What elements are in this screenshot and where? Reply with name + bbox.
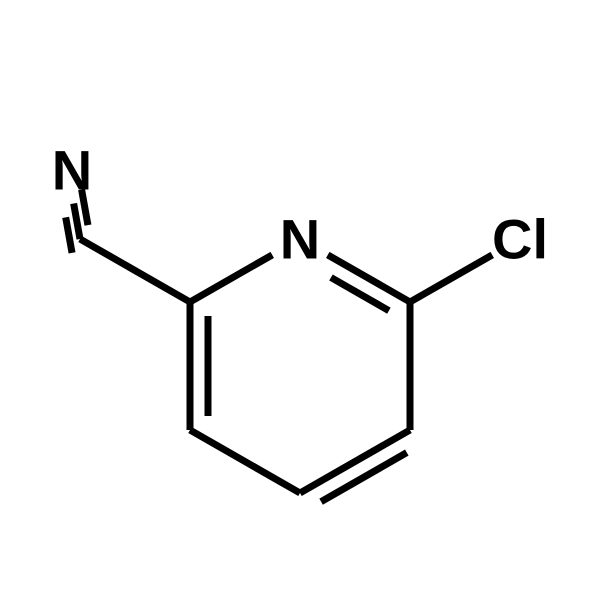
molecule-diagram: N Cl N bbox=[0, 0, 600, 600]
atom-label-n8: N bbox=[52, 139, 92, 202]
atom-label-n1: N bbox=[280, 208, 320, 271]
atom-label-cl: Cl bbox=[492, 208, 548, 271]
